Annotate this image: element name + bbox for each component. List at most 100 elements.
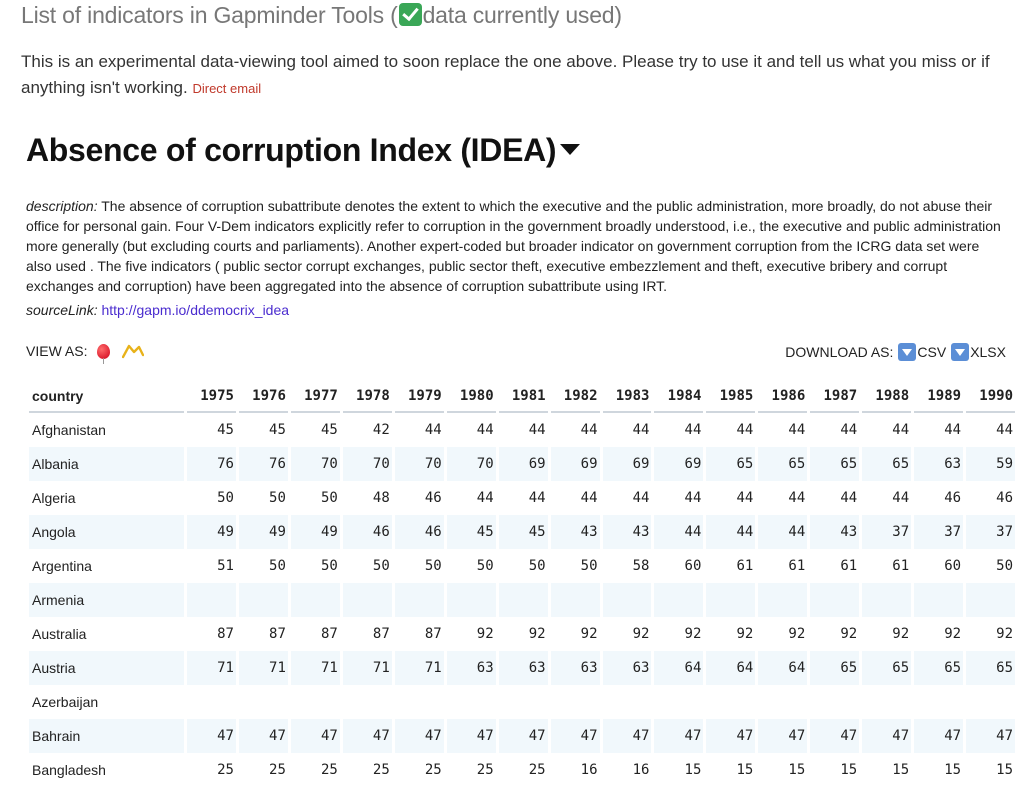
value-cell: 50 [320,558,338,574]
value-cell [914,685,963,719]
value-cell: 47 [758,719,808,753]
value-cell: 59 [966,447,1015,481]
value-cell: 71 [238,651,288,685]
value-cell: 47 [446,719,496,753]
value-cell: 65 [758,447,808,481]
year-column-header[interactable]: 1978 [342,380,392,413]
country-cell: Austria [29,651,184,685]
value-cell: 44 [654,515,704,549]
value-cell [810,583,860,617]
value-cell: 49 [187,515,236,549]
year-column-header[interactable]: 1990 [966,380,1015,413]
value-cell: 47 [498,719,548,753]
value-cell: 47 [187,719,236,753]
value-cell: 92 [632,626,650,642]
value-cell: 25 [424,762,442,778]
value-cell: 44 [758,515,808,549]
value-cell: 70 [394,447,444,481]
value-cell [862,685,911,719]
download-icon[interactable] [951,343,970,361]
indicator-title: Absence of corruption Index (IDEA) [26,132,581,169]
value-cell: 44 [528,422,546,438]
source-link[interactable]: http://gapm.io/ddemocrix_idea [101,302,290,318]
value-cell: 47 [290,719,340,753]
value-cell: 25 [217,762,234,778]
value-cell: 37 [862,515,912,549]
value-cell: 71 [342,651,392,685]
value-cell: 44 [840,490,858,506]
checkmark-icon [398,3,422,26]
value-cell [394,583,444,617]
value-cell: 69 [498,447,548,481]
value-cell: 92 [944,626,962,642]
country-cell: Albania [29,447,184,481]
year-column-header[interactable]: 1975 [187,380,236,413]
value-cell [966,685,1015,719]
value-cell: 16 [580,762,598,778]
table-row: Armenia [29,583,1015,617]
value-cell: 47 [550,719,600,753]
source-link-row: sourceLink: http://gapm.io/ddemocrix_ide… [26,302,290,318]
download-icon[interactable] [898,343,917,361]
value-cell: 16 [632,762,650,778]
value-cell: 44 [944,422,962,438]
value-cell: 45 [269,422,286,438]
year-column-header[interactable]: 1981 [498,380,548,413]
value-cell: 15 [996,762,1013,778]
value-cell: 71 [394,651,444,685]
value-cell [966,583,1015,617]
value-cell: 45 [446,515,496,549]
value-cell: 70 [290,447,340,481]
year-column-header[interactable]: 1986 [758,380,808,413]
value-cell: 64 [758,651,808,685]
value-cell: 47 [602,719,652,753]
value-cell: 92 [736,626,754,642]
value-cell: 69 [602,447,652,481]
value-cell: 60 [684,558,702,574]
value-cell: 50 [996,558,1013,574]
value-cell [706,583,756,617]
value-cell [238,583,288,617]
value-cell: 44 [632,490,650,506]
download-xlsx-button[interactable]: XLSX [970,344,1006,360]
year-column-header[interactable]: 1976 [238,380,288,413]
year-column-header[interactable]: 1983 [602,380,652,413]
value-cell: 47 [810,719,860,753]
year-column-header[interactable]: 1987 [810,380,860,413]
year-column-header[interactable]: 1988 [862,380,912,413]
year-column-header[interactable]: 1977 [290,380,340,413]
country-cell: Bahrain [29,719,184,753]
country-column-header[interactable]: country [29,380,184,413]
table-row: Australia 87 87 87 87 87 92 92 92 92 92 92 92 92 92 92 9… [29,617,1015,651]
value-cell: 71 [187,651,236,685]
value-cell: 44 [476,422,494,438]
value-cell: 43 [550,515,600,549]
table-row: Azerbaijan [29,685,1015,719]
year-column-header[interactable]: 1980 [446,380,496,413]
value-cell [603,685,652,719]
value-cell: 44 [424,422,442,438]
value-cell [550,583,600,617]
value-cell: 25 [372,762,390,778]
value-cell: 65 [862,447,912,481]
download-csv-button[interactable]: CSV [917,344,947,360]
value-cell [187,685,236,719]
year-column-header[interactable]: 1984 [654,380,704,413]
value-cell [498,583,548,617]
line-chart-icon[interactable] [122,343,145,359]
balloon-icon[interactable] [97,343,111,364]
value-cell: 50 [580,558,598,574]
value-cell: 44 [476,490,494,506]
year-column-header[interactable]: 1985 [706,380,756,413]
year-column-header[interactable]: 1982 [550,380,600,413]
value-cell: 87 [217,626,234,642]
year-column-header[interactable]: 1989 [914,380,964,413]
caret-down-icon[interactable] [560,144,581,155]
value-cell: 61 [788,558,806,574]
direct-email-link[interactable]: Direct email [192,81,262,96]
year-column-header[interactable]: 1979 [394,380,444,413]
value-cell: 46 [944,490,962,506]
value-cell: 69 [550,447,600,481]
value-cell: 65 [966,651,1015,685]
value-cell: 87 [424,626,442,642]
